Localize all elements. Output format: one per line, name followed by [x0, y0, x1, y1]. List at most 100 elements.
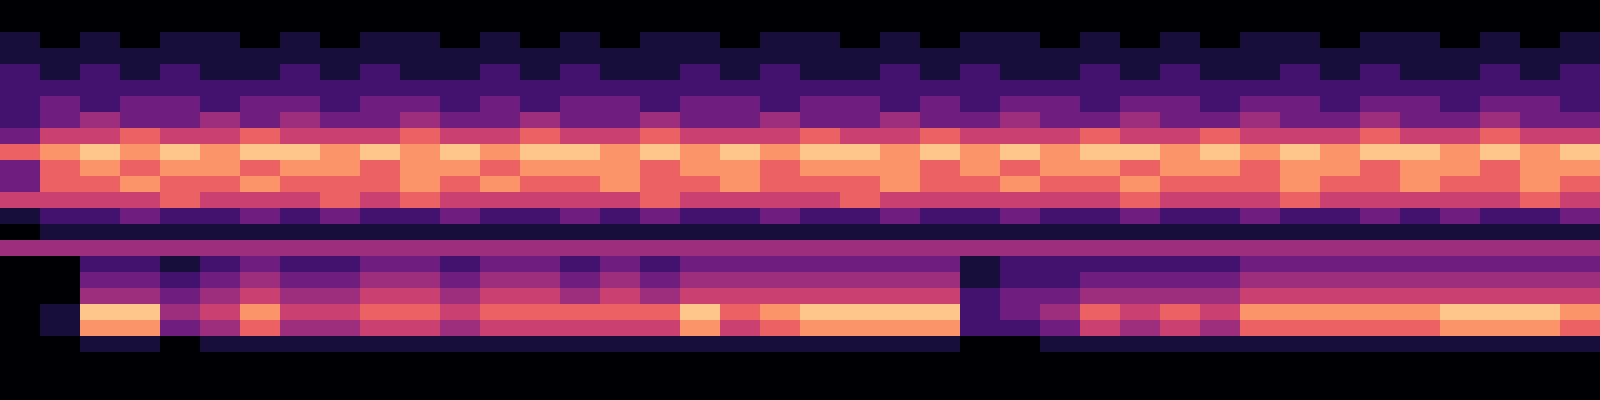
cell [840, 272, 881, 289]
cell [400, 288, 441, 305]
cell [1520, 16, 1561, 33]
cell [520, 320, 561, 337]
cell [1440, 336, 1481, 353]
cell [120, 288, 161, 305]
cell [880, 368, 921, 385]
cell [1360, 160, 1401, 177]
cell [1160, 80, 1201, 97]
cell [760, 320, 801, 337]
cell [1080, 64, 1121, 81]
cell [1120, 304, 1161, 321]
cell [1560, 368, 1600, 385]
cell [480, 160, 521, 177]
cell [880, 352, 921, 369]
cell [960, 320, 1001, 337]
cell [640, 384, 681, 400]
cell [320, 0, 361, 17]
cell [760, 96, 801, 113]
cell [1200, 224, 1241, 241]
cell [240, 192, 281, 209]
cell [1280, 16, 1321, 33]
cell [760, 0, 801, 17]
cell [1040, 64, 1081, 81]
cell [1520, 240, 1561, 257]
cell [320, 368, 361, 385]
cell [360, 176, 401, 193]
cell [760, 240, 801, 257]
cell [1440, 224, 1481, 241]
cell [0, 160, 41, 177]
cell [1520, 128, 1561, 145]
cell [1200, 368, 1241, 385]
cell [400, 256, 441, 273]
cell [440, 352, 481, 369]
cell [1200, 0, 1241, 17]
cell [800, 352, 841, 369]
cell [80, 48, 121, 65]
cell [880, 288, 921, 305]
cell [560, 128, 601, 145]
cell [1120, 320, 1161, 337]
cell [720, 48, 761, 65]
cell [720, 320, 761, 337]
cell [960, 96, 1001, 113]
cell [1400, 144, 1441, 161]
cell [40, 256, 81, 273]
cell [1320, 288, 1361, 305]
cell [800, 272, 841, 289]
cell [680, 112, 721, 129]
cell [800, 192, 841, 209]
cell [120, 160, 161, 177]
cell [320, 32, 361, 49]
cell [800, 288, 841, 305]
cell [1080, 16, 1121, 33]
cell [760, 224, 801, 241]
cell [280, 16, 321, 33]
cell [680, 160, 721, 177]
cell [880, 160, 921, 177]
cell [960, 144, 1001, 161]
cell [320, 352, 361, 369]
cell [840, 304, 881, 321]
cell [1200, 128, 1241, 145]
cell [280, 272, 321, 289]
cell [1120, 272, 1161, 289]
cell [440, 192, 481, 209]
cell [1400, 48, 1441, 65]
cell [1520, 304, 1561, 321]
cell [1160, 48, 1201, 65]
cell [0, 224, 41, 241]
cell [520, 272, 561, 289]
cell [0, 336, 41, 353]
cell [360, 48, 401, 65]
cell [1280, 80, 1321, 97]
cell [1000, 272, 1041, 289]
cell [40, 112, 81, 129]
cell [720, 240, 761, 257]
cell [1200, 336, 1241, 353]
cell [240, 208, 281, 225]
cell [1000, 32, 1041, 49]
cell [960, 64, 1001, 81]
cell [1480, 160, 1521, 177]
cell [1400, 288, 1441, 305]
cell [360, 128, 401, 145]
cell [1560, 336, 1600, 353]
cell [1080, 112, 1121, 129]
cell [960, 32, 1001, 49]
cell [400, 320, 441, 337]
cell [1560, 256, 1600, 273]
cell [760, 352, 801, 369]
cell [520, 240, 561, 257]
cell [520, 192, 561, 209]
cell [1000, 336, 1041, 353]
cell [1000, 160, 1041, 177]
cell [800, 64, 841, 81]
cell [680, 32, 721, 49]
cell [640, 112, 681, 129]
cell [840, 256, 881, 273]
cell [680, 320, 721, 337]
cell [1040, 0, 1081, 17]
cell [1160, 128, 1201, 145]
cell [640, 16, 681, 33]
